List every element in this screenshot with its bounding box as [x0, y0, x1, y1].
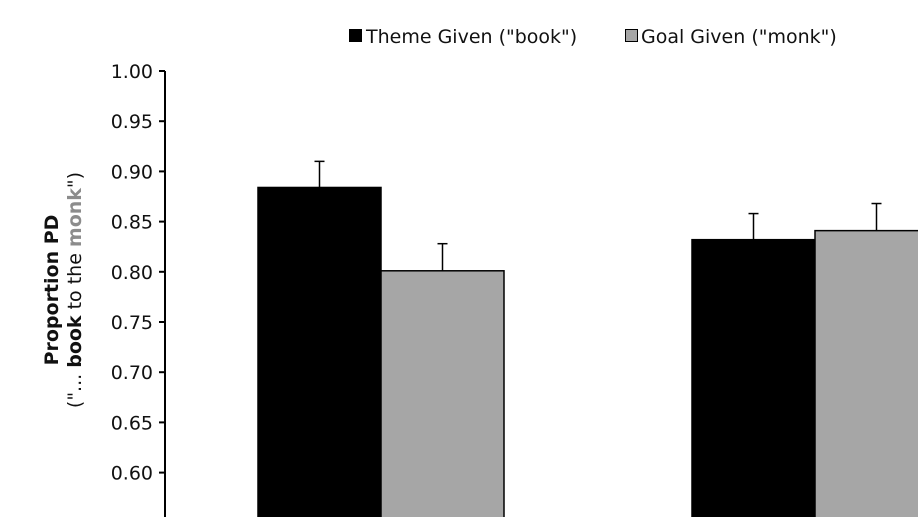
- legend-label-theme: Theme Given ("book"): [365, 26, 577, 48]
- y-tick-label: 0.85: [111, 212, 153, 234]
- y-axis-title-line1: Proportion PD: [41, 215, 63, 366]
- legend-swatch-theme: [349, 29, 362, 42]
- legend-label-goal: Goal Given ("monk"): [641, 26, 837, 48]
- y-axis-title: Proportion PD ("... book to the monk"): [41, 172, 86, 408]
- bar-theme-2: [691, 238, 816, 517]
- bar-theme-1: [257, 186, 382, 517]
- y-tick-label: 0.75: [111, 312, 153, 334]
- y-tick-label: 0.90: [111, 161, 153, 183]
- y-axis-title-middle: to the: [64, 247, 86, 315]
- legend-swatch-goal: [625, 29, 638, 42]
- y-tick-label: 1.00: [111, 61, 153, 83]
- y-tick-label: 0.70: [111, 362, 153, 384]
- y-axis-title-line2: ("... book to the monk"): [64, 172, 86, 408]
- y-axis-title-suffix: "): [64, 172, 86, 188]
- y-tick-label: 0.60: [111, 463, 153, 485]
- y-axis-title-monk: monk: [64, 188, 86, 247]
- y-axis-title-book: book: [64, 315, 86, 368]
- y-tick-label: 0.80: [111, 262, 153, 284]
- bar-goal-2: [814, 229, 918, 517]
- y-tick-label: 0.95: [111, 111, 153, 133]
- legend: Theme Given ("book") Goal Given ("monk"): [349, 26, 837, 48]
- y-tick-label: 0.65: [111, 412, 153, 434]
- bar-goal-1: [380, 270, 505, 517]
- y-axis-title-prefix: ("...: [64, 368, 86, 408]
